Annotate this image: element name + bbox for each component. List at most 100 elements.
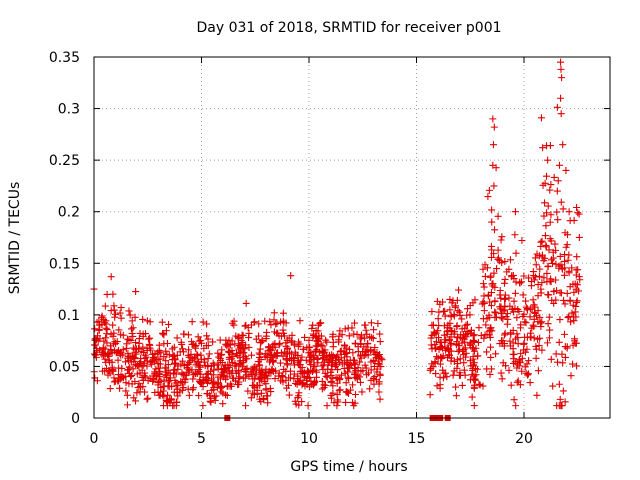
data-point [452, 302, 460, 310]
data-point [251, 363, 259, 371]
data-point [446, 306, 454, 314]
data-point [123, 401, 131, 409]
data-point [275, 341, 283, 349]
data-point [559, 387, 567, 395]
data-point [103, 326, 111, 334]
data-point [426, 391, 434, 399]
data-point [517, 350, 525, 358]
data-point [177, 338, 185, 346]
data-point [330, 399, 338, 407]
data-point [345, 332, 353, 340]
data-point [443, 373, 451, 381]
data-point [122, 379, 130, 387]
data-point [486, 326, 494, 334]
data-point [192, 361, 200, 369]
data-point [363, 330, 371, 338]
data-point [322, 355, 330, 363]
data-point [356, 335, 364, 343]
data-point [351, 368, 359, 376]
data-point [557, 58, 565, 66]
data-point [104, 351, 112, 359]
data-point [135, 339, 143, 347]
data-point [137, 355, 145, 363]
data-point [357, 378, 365, 386]
data-point [204, 335, 212, 343]
data-point [453, 322, 461, 330]
data-point [296, 376, 304, 384]
data-point [544, 202, 552, 210]
data-point [110, 302, 118, 310]
data-point [171, 376, 179, 384]
data-point [273, 319, 281, 327]
data-point [207, 398, 215, 406]
data-point [491, 226, 499, 234]
data-point [236, 353, 244, 361]
data-point [489, 161, 497, 169]
data-point [128, 371, 136, 379]
data-point [267, 346, 275, 354]
data-point [573, 297, 581, 305]
data-point [483, 264, 491, 272]
data-point [103, 290, 111, 298]
data-point [544, 320, 552, 328]
data-point [251, 318, 259, 326]
data-point [433, 353, 441, 361]
data-point [272, 320, 280, 328]
data-point [456, 346, 464, 354]
data-point [180, 330, 188, 338]
data-point [131, 313, 139, 321]
data-point [234, 381, 242, 389]
data-point [553, 208, 561, 216]
data-point [338, 360, 346, 368]
y-axis: 0 0.05 0.1 0.15 0.2 0.25 0.3 0.35 [49, 50, 610, 427]
data-point [498, 233, 506, 241]
data-point [102, 334, 110, 342]
data-point [537, 114, 545, 122]
data-point [359, 366, 367, 374]
data-point [309, 334, 317, 342]
data-point [117, 304, 125, 312]
data-point [526, 379, 534, 387]
data-point [108, 349, 116, 357]
data-point [225, 367, 233, 375]
data-point [511, 289, 519, 297]
data-point [368, 334, 376, 342]
data-point [449, 371, 457, 379]
data-point [171, 360, 179, 368]
data-point [574, 266, 582, 274]
data-point [165, 378, 173, 386]
data-point [189, 384, 197, 392]
data-point [565, 251, 573, 259]
data-point [316, 319, 324, 327]
data-point [261, 371, 269, 379]
data-point [361, 361, 369, 369]
data-point [109, 332, 117, 340]
y-tick-label: 0.1 [58, 308, 80, 324]
data-point [110, 329, 118, 337]
data-point [125, 307, 133, 315]
data-point [283, 384, 291, 392]
data-point [183, 364, 191, 372]
data-point [534, 335, 542, 343]
data-point [256, 345, 264, 353]
data-point [345, 374, 353, 382]
data-point [298, 398, 306, 406]
data-point [530, 315, 538, 323]
data-point [242, 299, 250, 307]
data-point [470, 331, 478, 339]
data-point [573, 298, 581, 306]
data-point [564, 314, 572, 322]
data-point [318, 362, 326, 370]
data-point [190, 371, 198, 379]
data-point [276, 359, 284, 367]
data-point [481, 272, 489, 280]
data-point [463, 320, 471, 328]
data-point [243, 364, 251, 372]
data-point [202, 375, 210, 383]
data-point [432, 370, 440, 378]
data-point [557, 65, 565, 73]
y-axis-label: SRMTID / TECUs [7, 182, 23, 295]
data-point [461, 371, 469, 379]
data-point [463, 311, 471, 319]
data-point [119, 331, 127, 339]
